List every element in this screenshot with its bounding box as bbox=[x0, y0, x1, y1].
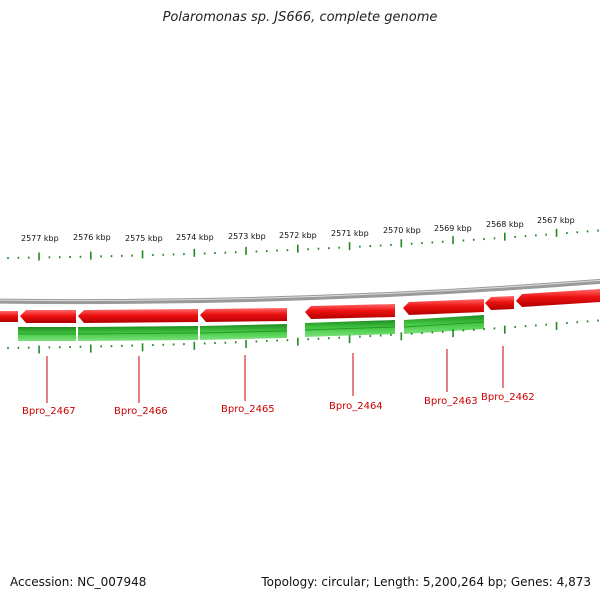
top-tick-ruler bbox=[7, 228, 599, 261]
cds-features bbox=[18, 315, 485, 341]
kbp-label-2572: 2572 kbp bbox=[279, 231, 317, 240]
gene-label-bpro-2466: Bpro_2466 bbox=[114, 406, 168, 417]
genome-title: Polaromonas sp. JS666, complete genome bbox=[162, 10, 438, 25]
kbp-label-2573: 2573 kbp bbox=[228, 232, 266, 241]
kbp-label-2576: 2576 kbp bbox=[73, 233, 111, 242]
gene-label-bpro-2463: Bpro_2463 bbox=[424, 396, 478, 407]
kbp-label-2571: 2571 kbp bbox=[331, 229, 369, 238]
gene-feature-arrow bbox=[403, 299, 484, 315]
gene-label-bpro-2465: Bpro_2465 bbox=[221, 404, 275, 415]
bottom-tick-ruler bbox=[7, 319, 599, 354]
genome-backbone-highlight bbox=[0, 279, 600, 302]
genome-backbone bbox=[0, 278, 600, 305]
gene-feature-arrow bbox=[0, 311, 18, 322]
kbp-label-2567: 2567 kbp bbox=[537, 216, 575, 225]
kbp-label-2569: 2569 kbp bbox=[434, 224, 472, 233]
gene-feature-arrow bbox=[516, 289, 600, 307]
kbp-label-2574: 2574 kbp bbox=[176, 233, 214, 242]
kbp-label-2570: 2570 kbp bbox=[383, 226, 421, 235]
gene-label-bpro-2467: Bpro_2467 bbox=[22, 406, 76, 417]
accession-text: Accession: NC_007948 bbox=[10, 575, 147, 589]
gene-feature-arrow bbox=[78, 309, 198, 323]
kbp-label-2575: 2575 kbp bbox=[125, 234, 163, 243]
gene-features bbox=[0, 289, 600, 323]
kbp-labels: 2577 kbp 2576 kbp 2575 kbp 2574 kbp 2573… bbox=[21, 216, 575, 243]
gene-label-bpro-2464: Bpro_2464 bbox=[329, 401, 383, 412]
genome-summary-text: Topology: circular; Length: 5,200,264 bp… bbox=[261, 575, 591, 589]
gene-feature-arrow bbox=[200, 308, 287, 322]
gene-labels: Bpro_2467 Bpro_2466 Bpro_2465 Bpro_2464 … bbox=[22, 346, 535, 417]
gene-feature-arrow bbox=[305, 304, 395, 319]
kbp-label-2577: 2577 kbp bbox=[21, 234, 59, 243]
gene-label-bpro-2462: Bpro_2462 bbox=[481, 392, 535, 403]
gene-feature-arrow bbox=[485, 296, 514, 310]
kbp-label-2568: 2568 kbp bbox=[486, 220, 524, 229]
gene-feature-arrow bbox=[20, 310, 76, 323]
